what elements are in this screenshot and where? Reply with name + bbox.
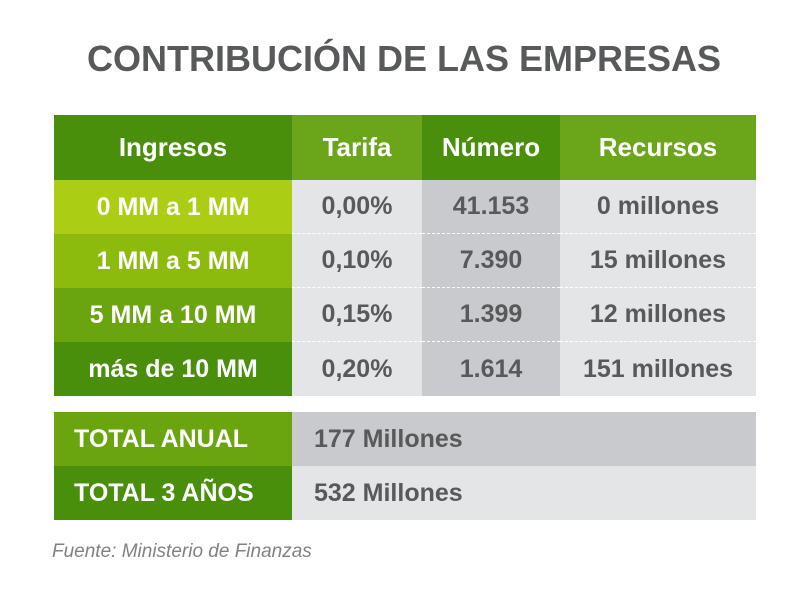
- table-row: 5 MM a 10 MM 0,15% 1.399 12 millones: [54, 288, 756, 342]
- tarifa-cell: 0,20%: [292, 342, 422, 396]
- total-anual-label: TOTAL ANUAL: [54, 412, 292, 466]
- contribution-table: Ingresos Tarifa Número Recursos 0 MM a 1…: [54, 115, 756, 396]
- total-anual-row: TOTAL ANUAL 177 Millones: [54, 412, 756, 466]
- header-recursos: Recursos: [560, 115, 756, 180]
- recursos-cell: 15 millones: [560, 234, 756, 288]
- ingresos-cell: 1 MM a 5 MM: [54, 234, 292, 288]
- table-row: 1 MM a 5 MM 0,10% 7.390 15 millones: [54, 234, 756, 288]
- tarifa-cell: 0,00%: [292, 180, 422, 234]
- header-ingresos: Ingresos: [54, 115, 292, 180]
- source-note: Fuente: Ministerio de Finanzas: [52, 541, 312, 562]
- table-row: más de 10 MM 0,20% 1.614 151 millones: [54, 342, 756, 396]
- ingresos-cell: 5 MM a 10 MM: [54, 288, 292, 342]
- table-row: 0 MM a 1 MM 0,00% 41.153 0 millones: [54, 180, 756, 234]
- total-anual-value: 177 Millones: [292, 412, 756, 466]
- numero-cell: 1.399: [422, 288, 560, 342]
- recursos-cell: 151 millones: [560, 342, 756, 396]
- tarifa-cell: 0,15%: [292, 288, 422, 342]
- ingresos-cell: más de 10 MM: [54, 342, 292, 396]
- totals-table: TOTAL ANUAL 177 Millones TOTAL 3 AÑOS 53…: [54, 412, 756, 520]
- page-title: CONTRIBUCIÓN DE LAS EMPRESAS: [86, 38, 722, 79]
- recursos-cell: 12 millones: [560, 288, 756, 342]
- numero-cell: 41.153: [422, 180, 560, 234]
- numero-cell: 1.614: [422, 342, 560, 396]
- header-tarifa: Tarifa: [292, 115, 422, 180]
- total-3-anos-label: TOTAL 3 AÑOS: [54, 466, 292, 520]
- tarifa-cell: 0,10%: [292, 234, 422, 288]
- total-3-anos-row: TOTAL 3 AÑOS 532 Millones: [54, 466, 756, 520]
- ingresos-cell: 0 MM a 1 MM: [54, 180, 292, 234]
- numero-cell: 7.390: [422, 234, 560, 288]
- total-3-anos-value: 532 Millones: [292, 466, 756, 520]
- recursos-cell: 0 millones: [560, 180, 756, 234]
- header-numero: Número: [422, 115, 560, 180]
- table-header-row: Ingresos Tarifa Número Recursos: [54, 115, 756, 180]
